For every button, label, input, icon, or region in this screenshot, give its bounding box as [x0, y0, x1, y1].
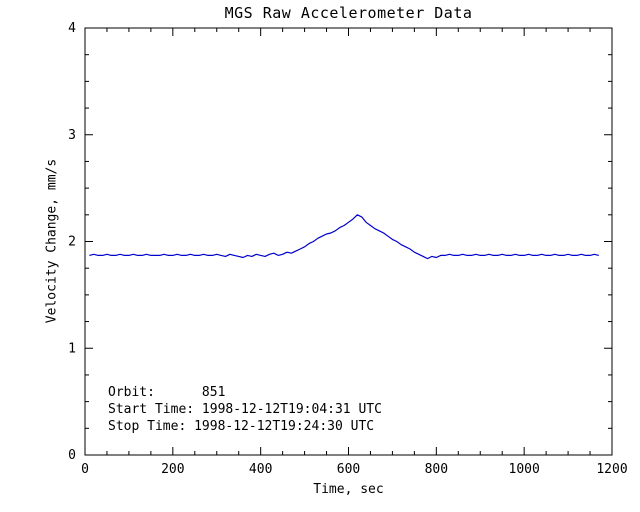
- x-axis-label: Time, sec: [313, 482, 384, 497]
- y-tick-label: 3: [68, 128, 76, 143]
- data-line: [89, 214, 599, 260]
- x-tick-label: 1000: [509, 462, 540, 477]
- x-tick-label: 200: [161, 462, 184, 477]
- x-tick-label: 1200: [596, 462, 627, 477]
- x-tick-label: 0: [81, 462, 89, 477]
- annotation-stop-time: Stop Time: 1998-12-12T19:24:30 UTC: [108, 419, 375, 434]
- chart-title: MGS Raw Accelerometer Data: [224, 4, 473, 22]
- annotation-start-time: Start Time: 1998-12-12T19:04:31 UTC: [108, 402, 382, 417]
- y-tick-label: 1: [68, 341, 76, 356]
- annotation-orbit: Orbit: 851: [108, 385, 226, 400]
- y-axis-label: Velocity Change, mm/s: [44, 158, 60, 324]
- x-tick-label: 400: [249, 462, 272, 477]
- y-tick-label: 0: [68, 448, 76, 463]
- y-tick-label: 4: [68, 21, 76, 36]
- y-tick-label: 2: [68, 235, 76, 250]
- x-tick-label: 600: [337, 462, 360, 477]
- x-tick-label: 800: [425, 462, 448, 477]
